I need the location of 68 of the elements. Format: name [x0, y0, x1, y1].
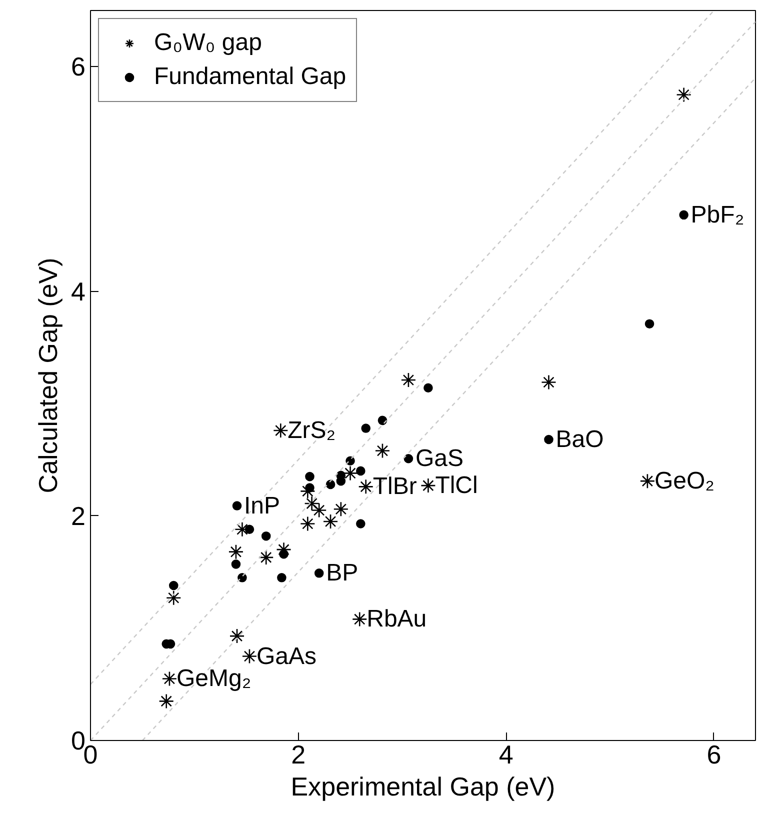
y-tick-label: 4 [71, 276, 86, 306]
point [374, 443, 390, 458]
point [544, 434, 554, 444]
point [361, 424, 370, 433]
x-tick-label: 4 [498, 740, 514, 770]
point [356, 519, 366, 528]
point [322, 514, 338, 530]
legend-label: Fundamental Gap [154, 63, 346, 91]
point [238, 573, 247, 582]
point [300, 516, 316, 532]
point [166, 590, 182, 606]
annotation: BP [326, 560, 358, 587]
x-tick-label: 2 [291, 740, 306, 770]
point [277, 573, 286, 582]
point [231, 560, 241, 569]
annotation: GeO₂ [654, 468, 714, 495]
point [232, 501, 242, 510]
point [228, 544, 244, 560]
point [244, 524, 254, 534]
point [676, 87, 692, 102]
annotation: TlCl [435, 472, 478, 500]
point [358, 479, 374, 494]
annotation: BaO [556, 426, 604, 454]
point [420, 478, 436, 494]
annotation: ZrS₂ [288, 417, 336, 444]
point [679, 210, 688, 220]
point [311, 502, 327, 518]
point [346, 456, 355, 466]
point [162, 671, 178, 686]
point [314, 568, 324, 578]
point [541, 374, 556, 390]
point [229, 628, 245, 644]
annotation: RbAu [366, 606, 427, 633]
point [342, 466, 358, 481]
point [273, 422, 288, 438]
point [326, 480, 336, 490]
legend-label: G₀W₀ gap [154, 29, 262, 57]
point [305, 472, 314, 482]
annotation: TlBr [372, 473, 417, 500]
annotation: GaS [415, 445, 464, 472]
point [644, 319, 654, 328]
point [158, 694, 174, 709]
annotation: InP [244, 492, 280, 520]
point [234, 522, 250, 538]
annotation: PbF₂ [690, 201, 744, 228]
point [305, 483, 314, 492]
point [378, 416, 388, 426]
point [279, 549, 288, 559]
y-axis-title: Calculated Gap (eV) [33, 258, 64, 494]
point [424, 383, 433, 392]
point [168, 580, 178, 590]
point [640, 473, 656, 489]
point [333, 501, 349, 517]
point [404, 454, 414, 464]
x-tick-label: 6 [706, 740, 722, 770]
y-tick-label: 6 [71, 52, 86, 82]
point [356, 466, 366, 476]
point [242, 648, 258, 664]
annotation: GaAs [256, 642, 317, 670]
point [400, 372, 416, 388]
point [304, 496, 320, 512]
x-axis-title: Experimental Gap (eV) [290, 772, 556, 802]
annotation: GeMg₂ [176, 665, 252, 692]
point [258, 550, 274, 566]
point [300, 484, 316, 499]
point [352, 612, 368, 627]
y-tick-label: 2 [71, 500, 86, 531]
point [261, 531, 271, 541]
